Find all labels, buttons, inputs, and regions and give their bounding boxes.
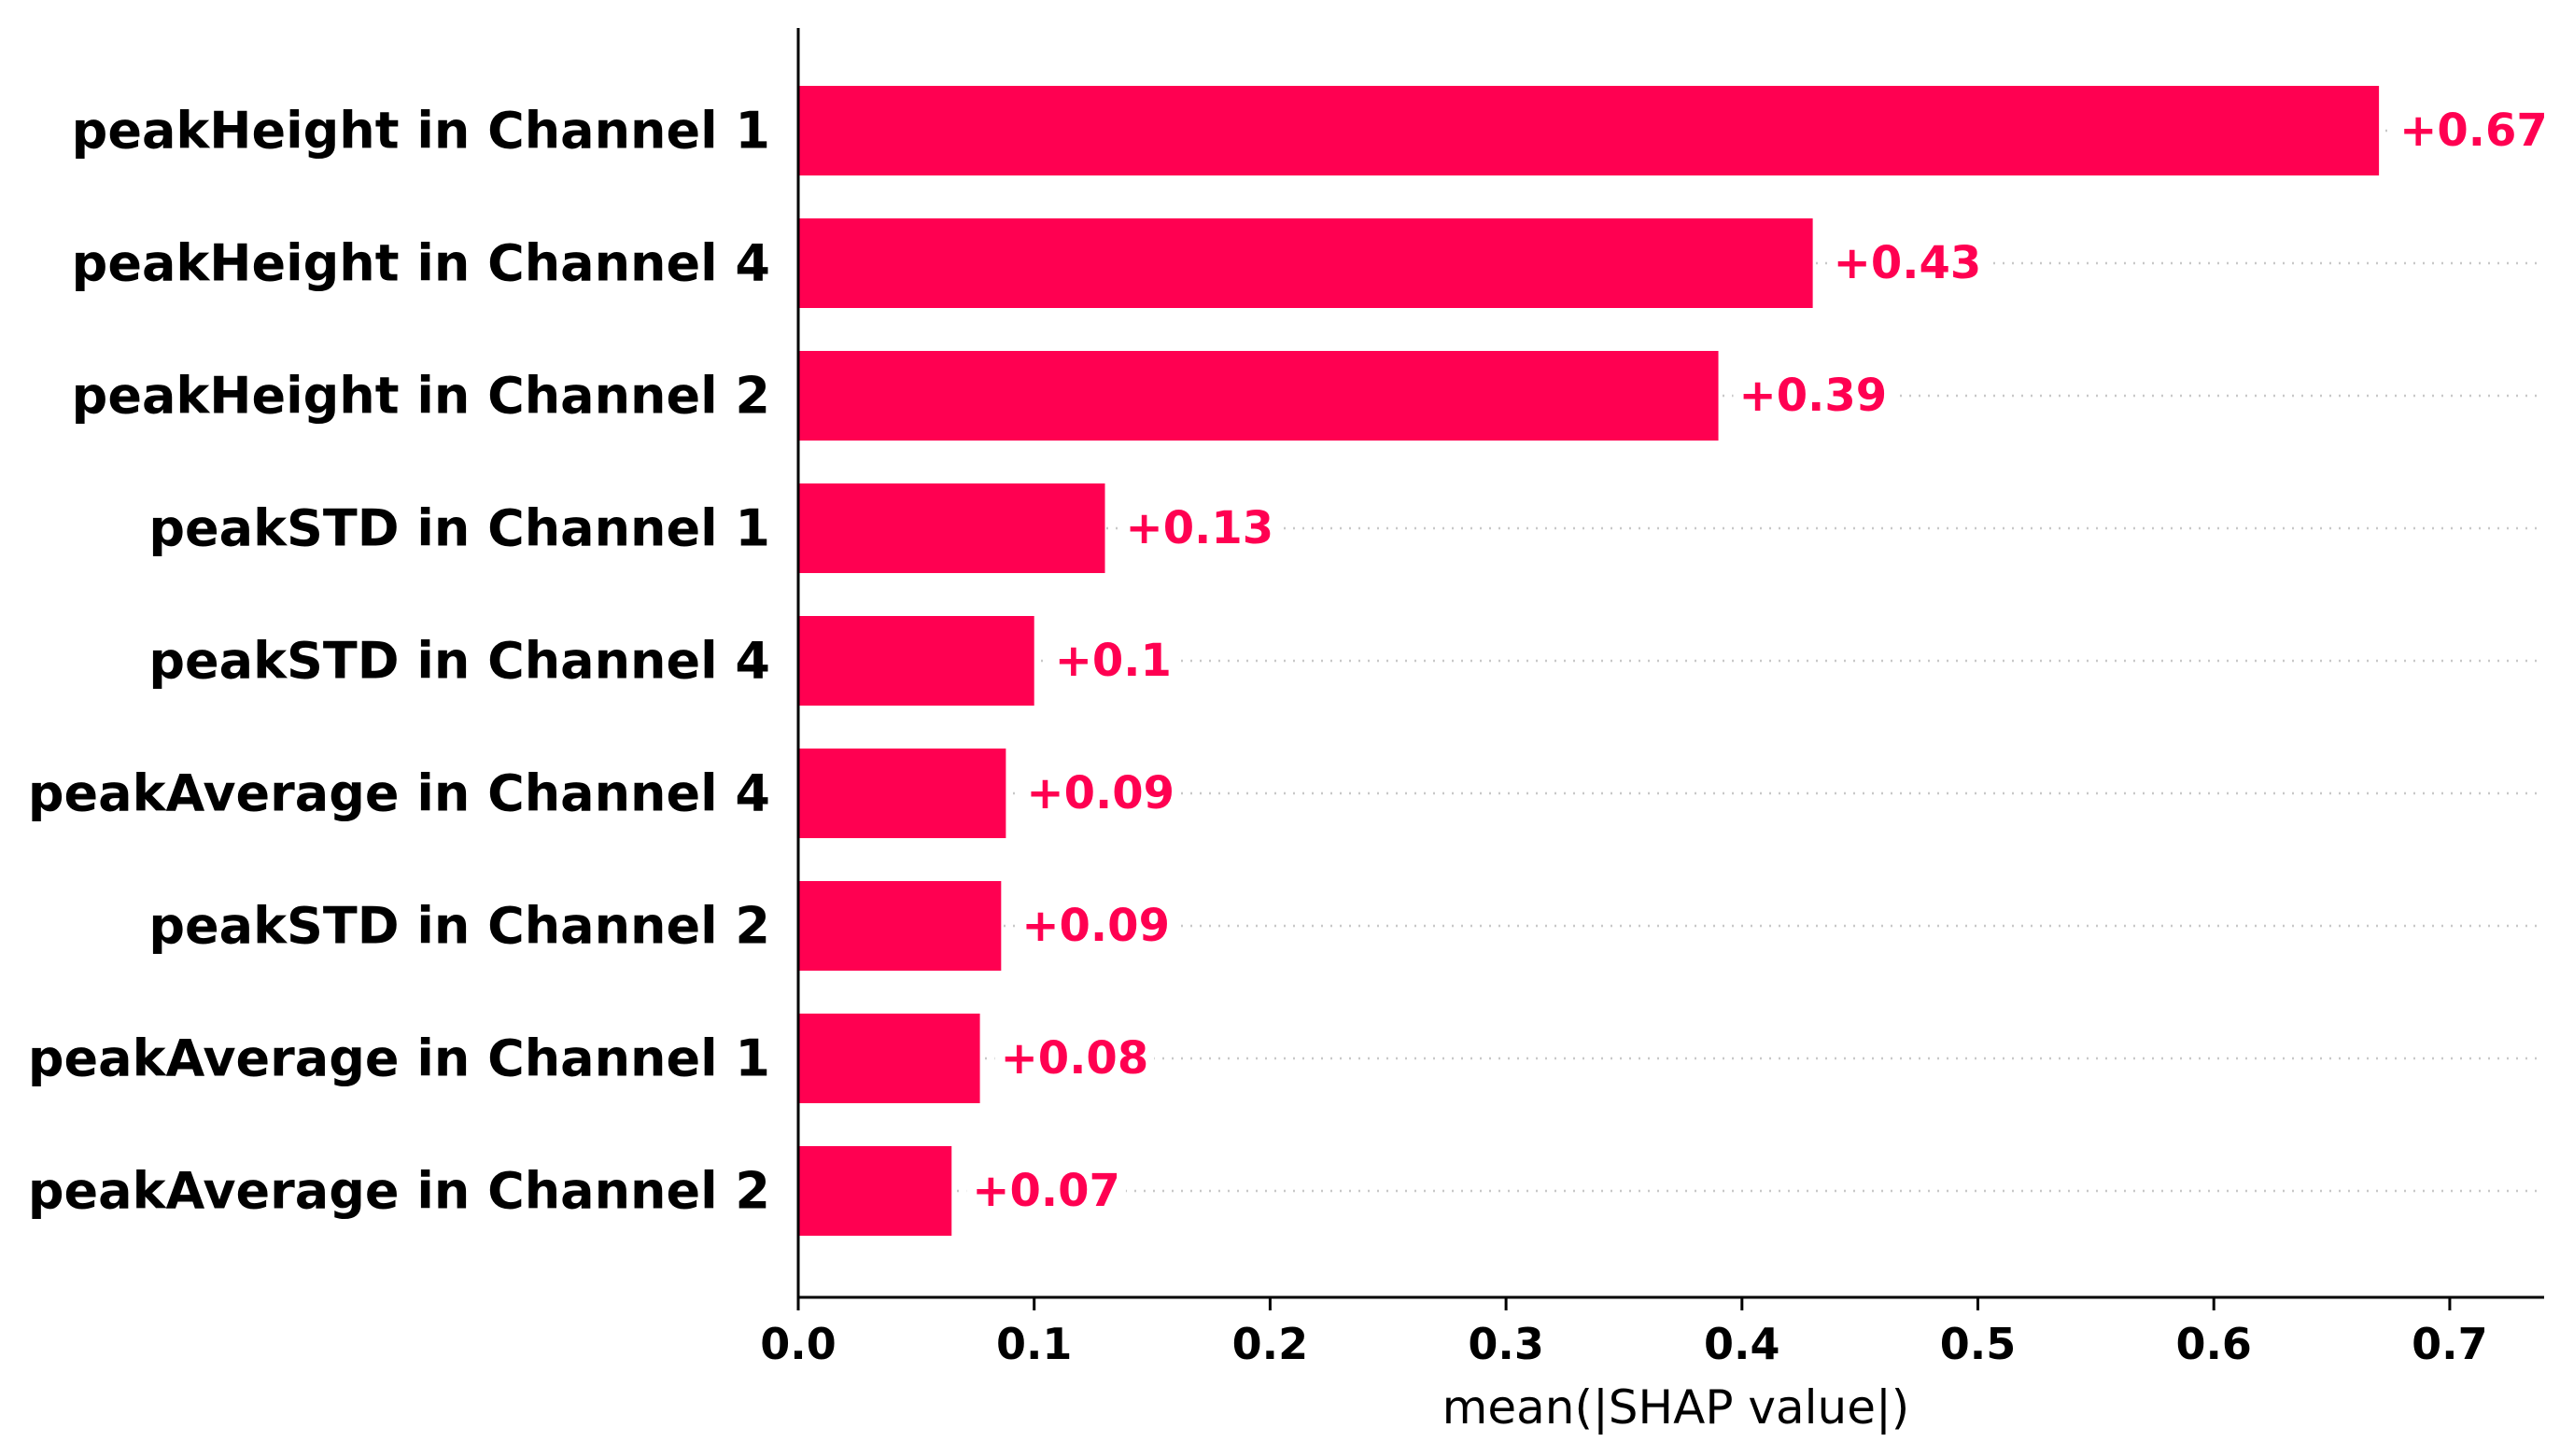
bar [798,749,1006,838]
value-label: +0.08 [1001,1032,1149,1085]
value-label-backdrop [1048,633,1177,689]
value-label: +0.39 [1739,370,1888,422]
x-axis-label: mean(|SHAP value|) [1442,1380,1910,1435]
value-label: +0.67 [2399,105,2548,157]
value-label-backdrop [1733,368,1893,424]
bar [798,218,1813,308]
bar [798,351,1719,441]
bars [798,86,2380,1236]
value-label-backdrop [966,1163,1126,1219]
category-label: peakAverage in Channel 4 [28,764,770,823]
value-label: +0.09 [1021,900,1170,952]
category-label: peakHeight in Channel 4 [72,234,770,293]
category-label: peakAverage in Channel 2 [28,1162,770,1221]
x-tick-label: 0.6 [2175,1319,2252,1369]
axes: 0.0 0.1 0.2 0.3 0.4 0.5 0.6 0.7 [760,28,2544,1369]
x-tick-label: 0.4 [1704,1319,1780,1369]
value-label: +0.43 [1834,237,1982,289]
value-label-backdrop [994,1030,1155,1086]
x-tick-label: 0.7 [2412,1319,2488,1369]
x-tick-label: 0.5 [1940,1319,2017,1369]
value-label: +0.1 [1055,635,1172,687]
bar [798,1146,952,1236]
x-tick-label: 0.2 [1232,1319,1309,1369]
bar [798,86,2380,175]
x-tick-label: 0.3 [1468,1319,1544,1369]
category-label: peakAverage in Channel 1 [28,1029,770,1088]
value-label-backdrop [1016,898,1175,954]
bar [798,616,1034,706]
value-label-backdrop [1119,500,1280,556]
value-labels: +0.67 +0.43 +0.39 +0.13 +0.1 +0.09 +0.09 +0.08 +… [966,103,2553,1219]
x-tick-label: 0.1 [996,1319,1073,1369]
category-label: peakSTD in Channel 4 [148,632,770,691]
value-label-backdrop [1020,765,1181,821]
value-label: +0.07 [972,1165,1120,1217]
value-label: +0.09 [1026,767,1174,819]
category-label: peakSTD in Channel 2 [148,897,770,956]
bar [798,1014,980,1103]
category-label: peakHeight in Channel 2 [72,367,770,426]
category-label: peakSTD in Channel 1 [148,499,770,558]
value-label: +0.13 [1126,502,1274,554]
category-label: peakHeight in Channel 1 [72,102,770,161]
bar [798,881,1002,971]
category-labels: peakHeight in Channel 1 peakHeight in Cha… [28,102,770,1221]
bar [798,483,1105,573]
x-tick-label: 0.0 [760,1319,837,1369]
value-label-backdrop [1827,235,1988,291]
value-label-backdrop [2394,103,2553,159]
